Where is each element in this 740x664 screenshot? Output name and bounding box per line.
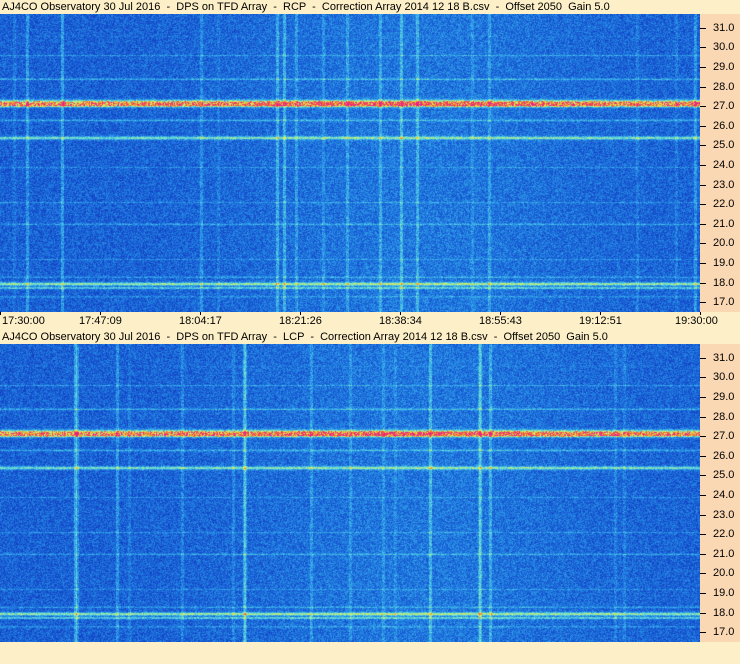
x-tick-mark	[0, 312, 1, 315]
y-tick-mark	[700, 87, 706, 88]
y-tick-mark	[700, 377, 706, 378]
y-tick-label: 26.0	[713, 450, 735, 462]
y-tick-mark	[700, 145, 706, 146]
y-tick-mark	[700, 554, 706, 555]
x-tick-mark	[300, 312, 301, 315]
x-tick-label: 19:12:51	[579, 315, 622, 327]
lcp-spectrogram	[0, 344, 700, 642]
lcp-title: AJ4CO Observatory 30 Jul 2016 - DPS on T…	[2, 330, 702, 344]
y-tick-label: 22.0	[713, 198, 735, 210]
y-tick-label: 19.0	[713, 587, 735, 599]
y-tick-mark	[700, 185, 706, 186]
y-tick-label: 26.0	[713, 120, 735, 132]
x-tick-mark	[500, 312, 501, 315]
y-tick-label: 21.0	[713, 218, 735, 230]
y-tick-mark	[700, 224, 706, 225]
x-tick-label: 18:38:34	[379, 315, 422, 327]
y-tick-label: 27.0	[713, 430, 735, 442]
y-tick-mark	[700, 475, 706, 476]
y-tick-mark	[700, 47, 706, 48]
x-tick-label: 17:47:09	[79, 315, 122, 327]
x-tick-mark	[200, 312, 201, 315]
y-tick-mark	[700, 456, 706, 457]
y-tick-label: 18.0	[713, 607, 735, 619]
y-tick-label: 22.0	[713, 528, 735, 540]
x-tick-mark	[600, 312, 601, 315]
rcp-title: AJ4CO Observatory 30 Jul 2016 - DPS on T…	[2, 0, 702, 14]
x-tick-mark	[100, 312, 101, 315]
y-tick-label: 31.0	[713, 352, 735, 364]
y-tick-mark	[700, 106, 706, 107]
x-tick-mark	[700, 312, 701, 315]
y-tick-label: 30.0	[713, 41, 735, 53]
y-tick-label: 24.0	[713, 489, 735, 501]
y-tick-mark	[700, 126, 706, 127]
y-tick-mark	[700, 263, 706, 264]
y-tick-mark	[700, 593, 706, 594]
rcp-panel: AJ4CO Observatory 30 Jul 2016 - DPS on T…	[0, 0, 740, 330]
y-tick-mark	[700, 417, 706, 418]
y-tick-mark	[700, 632, 706, 633]
x-tick-label: 18:55:43	[479, 315, 522, 327]
x-tick-mark	[400, 312, 401, 315]
y-tick-label: 23.0	[713, 179, 735, 191]
y-tick-mark	[700, 165, 706, 166]
lcp-frequency-axis: 31.0 30.0 29.0 28.0 27.0 26.0 25.0 24.0 23.0 22.0…	[700, 344, 740, 642]
y-tick-label: 30.0	[713, 371, 735, 383]
y-tick-label: 29.0	[713, 391, 735, 403]
y-tick-mark	[700, 534, 706, 535]
y-tick-label: 27.0	[713, 100, 735, 112]
y-tick-label: 21.0	[713, 548, 735, 560]
y-tick-label: 31.0	[713, 22, 735, 34]
y-tick-label: 29.0	[713, 61, 735, 73]
y-tick-label: 24.0	[713, 159, 735, 171]
y-tick-mark	[700, 28, 706, 29]
y-tick-mark	[700, 358, 706, 359]
y-tick-mark	[700, 283, 706, 284]
y-tick-label: 20.0	[713, 237, 735, 249]
y-tick-label: 28.0	[713, 81, 735, 93]
y-tick-label: 17.0	[713, 296, 735, 308]
x-tick-label: 19:30:00	[675, 315, 718, 327]
y-tick-label: 25.0	[713, 469, 735, 481]
y-tick-mark	[700, 515, 706, 516]
x-tick-label: 18:21:26	[279, 315, 322, 327]
y-tick-mark	[700, 243, 706, 244]
rcp-time-axis: 17:30:00 17:47:09 18:04:17 18:21:26 18:38:34…	[0, 312, 740, 330]
y-tick-label: 25.0	[713, 139, 735, 151]
y-tick-mark	[700, 204, 706, 205]
y-tick-mark	[700, 495, 706, 496]
y-tick-label: 23.0	[713, 509, 735, 521]
y-tick-label: 28.0	[713, 411, 735, 423]
y-tick-mark	[700, 67, 706, 68]
y-tick-mark	[700, 573, 706, 574]
y-tick-mark	[700, 436, 706, 437]
x-tick-label: 18:04:17	[179, 315, 222, 327]
lcp-panel: AJ4CO Observatory 30 Jul 2016 - DPS on T…	[0, 330, 740, 664]
y-tick-mark	[700, 613, 706, 614]
y-tick-mark	[700, 302, 706, 303]
y-tick-label: 17.0	[713, 626, 735, 638]
rcp-frequency-axis: 31.0 30.0 29.0 28.0 27.0 26.0 25.0 24.0 23.0 22.0…	[700, 14, 740, 312]
x-tick-label: 17:30:00	[2, 315, 45, 327]
rcp-spectrogram	[0, 14, 700, 312]
y-tick-mark	[700, 397, 706, 398]
y-tick-label: 20.0	[713, 567, 735, 579]
y-tick-label: 18.0	[713, 277, 735, 289]
y-tick-label: 19.0	[713, 257, 735, 269]
